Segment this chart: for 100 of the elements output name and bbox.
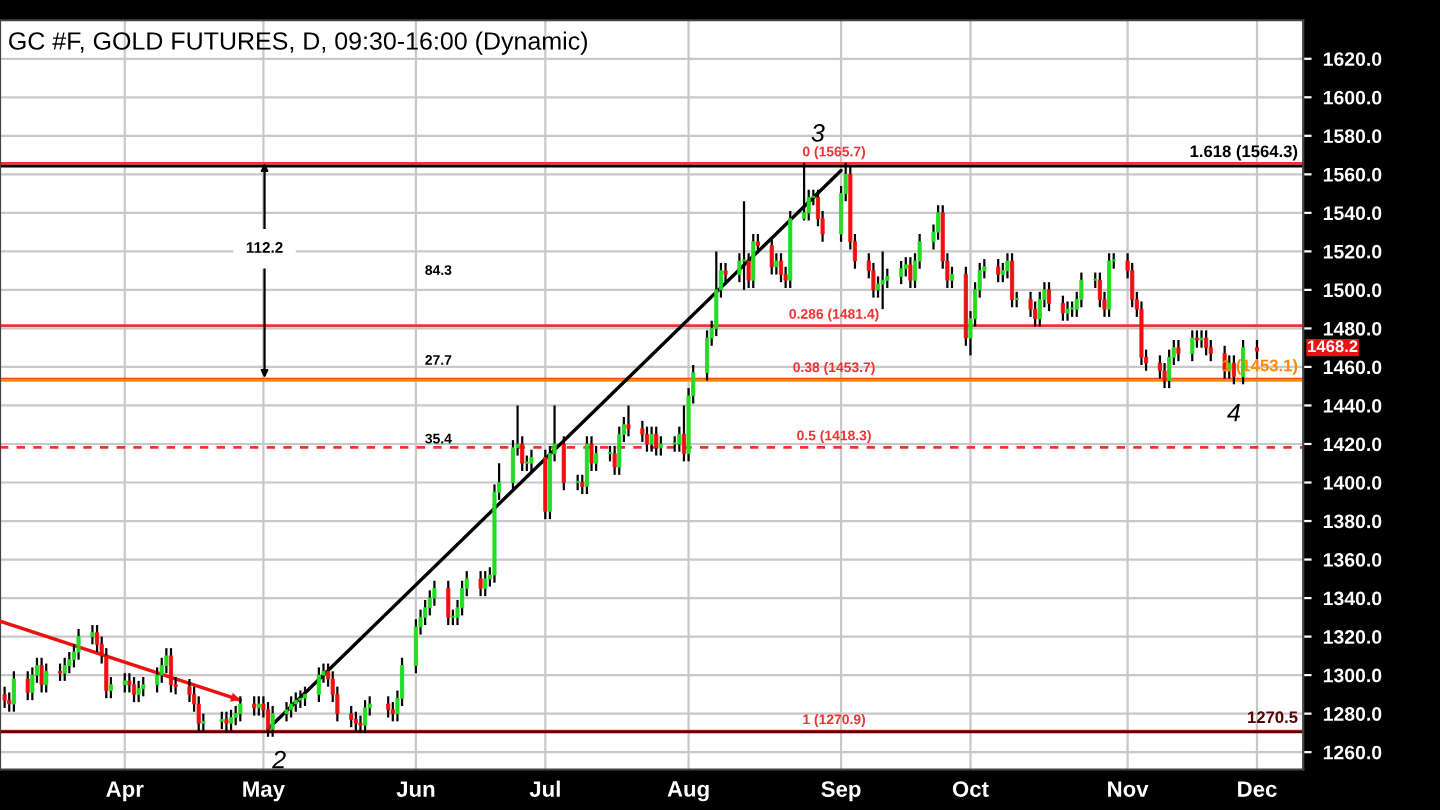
candlestick (67, 650, 72, 675)
annotation: 4 (1227, 404, 1240, 422)
x-tick-label: May (243, 781, 285, 802)
candlestick (1208, 338, 1213, 363)
candlestick (316, 666, 321, 704)
candlestick (1065, 300, 1070, 322)
candlestick (1167, 348, 1172, 390)
candlestick (1010, 252, 1015, 309)
candlestick (705, 329, 710, 382)
candlestick (594, 444, 599, 473)
candlestick (644, 425, 650, 453)
candlestick (39, 656, 44, 694)
candlestick (256, 695, 261, 717)
candlestick (76, 627, 81, 661)
x-tick-label: Oct (952, 781, 989, 797)
candlestick (413, 618, 418, 675)
candlestick (1097, 271, 1102, 309)
candlestick (289, 695, 294, 719)
candlestick (349, 704, 354, 729)
y-tick-label: 1320.0 (1323, 630, 1382, 644)
candlestick (224, 710, 229, 733)
candlestick (159, 656, 164, 684)
candlestick (1046, 281, 1052, 313)
candlestick (1033, 300, 1038, 328)
candlestick (584, 435, 589, 496)
candlestick (899, 259, 904, 286)
candlestick (238, 695, 243, 723)
y-tick-label: 1460.0 (1323, 360, 1382, 375)
candlestick (996, 257, 1001, 284)
candlestick (266, 700, 271, 738)
candlestick (1227, 354, 1232, 380)
candlestick (1254, 338, 1260, 361)
candlestick (233, 704, 238, 727)
y-tick-label: 1260.0 (1323, 745, 1382, 760)
candlestick (1190, 329, 1195, 363)
candlestick (155, 666, 160, 694)
y-tick-label: 1560.0 (1323, 167, 1382, 182)
ref-line-label: 1270.5 (1248, 711, 1298, 724)
candlestick (1060, 294, 1065, 322)
x-tick-label: Nov (1108, 781, 1149, 797)
candlestick (427, 589, 432, 617)
candlestick (1199, 329, 1204, 349)
candlestick (658, 435, 663, 457)
candlestick (168, 647, 174, 694)
candlestick (1157, 354, 1162, 380)
candlestick (1204, 329, 1209, 357)
candlestick (617, 425, 622, 476)
y-tick-label: 1600.0 (1323, 90, 1382, 105)
y-tick-label: 1340.0 (1323, 591, 1382, 606)
candlestick (1079, 271, 1084, 309)
candlestick (229, 708, 234, 733)
candlestick (44, 662, 49, 694)
y-tick-label: 1440.0 (1323, 398, 1382, 413)
ref-line-label: 1.618 (1564.3) (1190, 144, 1298, 161)
candlestick (649, 425, 654, 453)
x-tick-label: Jul (529, 780, 560, 797)
text: 1468.2 (1308, 340, 1358, 353)
candlestick (25, 670, 30, 702)
candlestick (1231, 354, 1236, 386)
candlestick (1222, 344, 1227, 380)
candlestick (561, 435, 566, 492)
candlestick (131, 675, 137, 704)
candlestick (11, 670, 16, 713)
candlestick (446, 579, 451, 627)
candlestick (1000, 261, 1005, 284)
candlestick (871, 261, 876, 299)
candlestick (62, 656, 67, 683)
chart-title: GC #F, GOLD FUTURES, D, 09:30-16:00 (Dynamic) (9, 31, 587, 55)
candlestick (127, 672, 132, 694)
x-tick-label: Dec (1238, 781, 1277, 797)
candlestick (640, 419, 645, 444)
candlestick (136, 679, 141, 704)
y-tick-label: 1500.0 (1323, 283, 1382, 298)
candlestick (432, 579, 437, 607)
candlestick (90, 623, 95, 646)
x-tick-label: Apr (106, 781, 144, 802)
candlestick (30, 666, 35, 702)
candlestick (302, 685, 308, 708)
y-tick-label: 1620.0 (1323, 52, 1382, 67)
x-tick-label: Sep (821, 781, 861, 802)
x-tick-label: Aug (667, 781, 709, 802)
y-tick-label: 1380.0 (1323, 514, 1382, 529)
annotation: 3 (811, 124, 825, 142)
candlestick (460, 579, 465, 617)
candlestick (122, 672, 127, 694)
y-tick-label: 1400.0 (1323, 475, 1382, 490)
candlestick (423, 598, 428, 627)
y-tick-label: 1280.0 (1323, 707, 1382, 721)
candlestick (386, 695, 391, 719)
y-tick-label: 1360.0 (1323, 553, 1382, 567)
candlestick (141, 675, 146, 698)
candlestick (778, 252, 784, 284)
y-tick-label: 1420.0 (1323, 437, 1382, 452)
candlestick (1028, 290, 1033, 318)
candlestick (741, 200, 747, 292)
candlestick (284, 700, 289, 723)
candlestick (196, 695, 201, 733)
candlestick (654, 425, 659, 457)
candlestick (363, 699, 368, 735)
candlestick (1037, 290, 1042, 328)
